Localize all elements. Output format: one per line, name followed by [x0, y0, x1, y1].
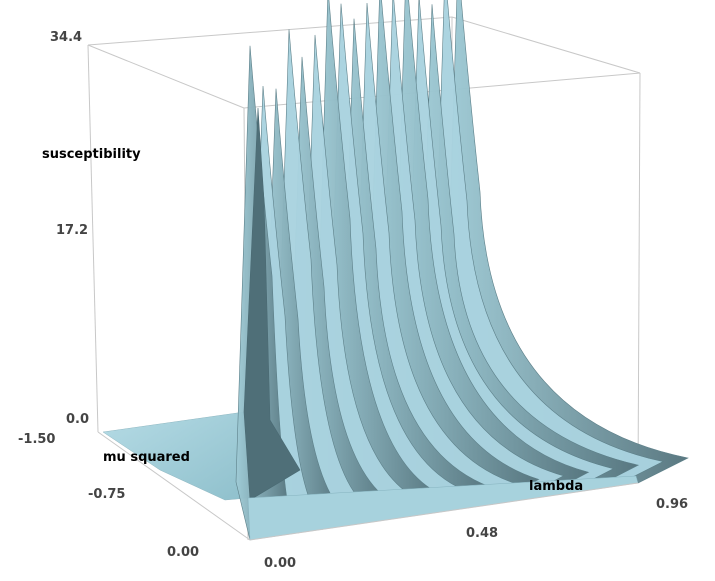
y-tick-label: 0.00 [167, 545, 199, 560]
z-axis-label: susceptibility [42, 147, 141, 162]
z-tick-label: 34.4 [50, 30, 82, 45]
x-tick-label: 0.48 [466, 526, 498, 541]
box-front [97, 431, 639, 541]
z-tick-label: 0.0 [66, 412, 89, 427]
surface-plateau [102, 411, 249, 501]
y-axis-label: mu squared [103, 450, 190, 465]
surface-ridges [235, 0, 689, 541]
x-tick-label: 0.96 [656, 497, 688, 512]
x-tick-label: 0.00 [264, 556, 296, 571]
z-tick-label: 17.2 [56, 223, 88, 238]
x-axis-label: lambda [529, 479, 583, 494]
surface-ridge-peak [430, 0, 665, 487]
y-tick-label: -0.75 [88, 487, 125, 502]
y-tick-label: -1.50 [18, 432, 55, 447]
